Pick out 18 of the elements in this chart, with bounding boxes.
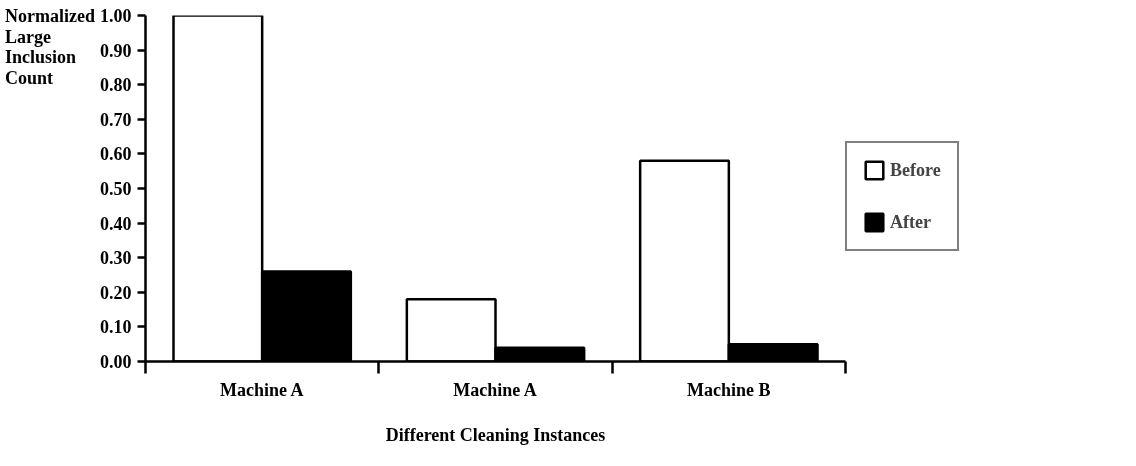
y-tick-label: 0.30 bbox=[100, 248, 132, 269]
y-tick-label: 0.70 bbox=[100, 109, 132, 130]
y-tick-label: 0.00 bbox=[100, 352, 132, 372]
y-tick-label: 0.40 bbox=[100, 213, 132, 234]
x-axis-title: Different Cleaning Instances bbox=[385, 424, 606, 445]
y-tick-label: 0.90 bbox=[100, 40, 132, 61]
x-tick-label: Machine A bbox=[219, 379, 304, 400]
y-axis-title: Normalized Large Inclusion Count bbox=[5, 6, 95, 89]
y-tick-label: 1.00 bbox=[100, 6, 132, 26]
y-tick-label: 0.20 bbox=[100, 282, 132, 303]
legend-label: After bbox=[890, 211, 931, 233]
y-tick-label: 0.60 bbox=[100, 144, 132, 165]
y-tick-label: 0.10 bbox=[100, 317, 132, 338]
y-tick-label: 0.80 bbox=[100, 75, 132, 96]
legend-label: Before bbox=[890, 159, 941, 181]
y-tick-label: 0.50 bbox=[100, 179, 132, 199]
x-tick-label: Machine A bbox=[453, 379, 537, 400]
x-tick-label: Machine B bbox=[687, 379, 771, 400]
